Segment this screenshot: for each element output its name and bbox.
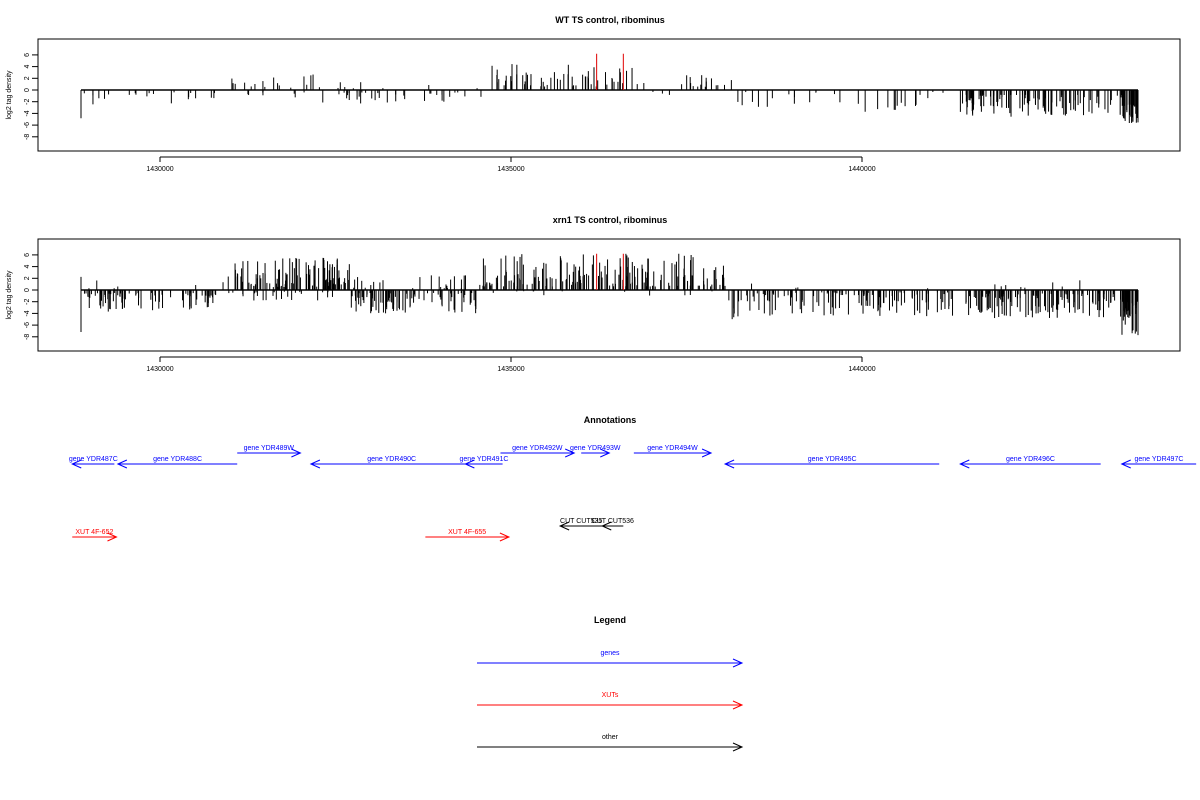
feature-label: XUT 4F-652 <box>75 529 113 536</box>
other-arrow: CUT CUT536 <box>592 518 634 531</box>
x-tick-label: 1430000 <box>146 166 173 173</box>
y-tick-label: 0 <box>24 288 31 292</box>
y-tick-label: 4 <box>24 65 31 69</box>
y-tick-label: -2 <box>24 98 31 104</box>
y-axis-label: log2 tag density <box>6 270 13 320</box>
gene-arrow: gene YDR488C <box>116 456 238 469</box>
x-tick-label: 1435000 <box>497 166 524 173</box>
legend-label: XUTs <box>602 692 619 699</box>
gene-arrow: gene YDR496C <box>959 456 1101 469</box>
y-tick-label: -6 <box>24 322 31 328</box>
gene-arrow: gene YDR489W <box>237 445 302 458</box>
y-axis-label: log2 tag density <box>6 70 13 120</box>
gene-arrow: gene YDR491C <box>460 456 509 469</box>
feature-label: gene YDR496C <box>1006 456 1055 463</box>
gene-arrow: gene YDR493W <box>570 445 621 458</box>
legend: Legend genes XUTs other <box>477 615 744 752</box>
annotations-track: Annotations gene YDR487C gene YDR488C gene… <box>69 415 1197 542</box>
y-tick-label: 6 <box>24 53 31 57</box>
legend-item-other: other <box>477 734 744 752</box>
legend-label: genes <box>600 650 620 657</box>
feature-label: gene YDR495C <box>808 456 857 463</box>
legend-item-xuts: XUTs <box>477 692 744 710</box>
panel-title: xrn1 TS control, ribominus <box>553 215 668 225</box>
legend-item-genes: genes <box>477 650 744 668</box>
y-tick-label: 6 <box>24 253 31 257</box>
x-tick-label: 1430000 <box>146 366 173 373</box>
arrow-head <box>723 459 735 469</box>
y-tick-label: -8 <box>24 134 31 140</box>
feature-label: CUT CUT536 <box>592 518 634 525</box>
arrow-head <box>107 532 118 542</box>
feature-label: XUT 4F-655 <box>448 529 486 536</box>
arrow-head <box>601 521 612 531</box>
arrow-head <box>564 448 576 458</box>
arrow-head <box>732 658 744 668</box>
arrow-head <box>309 459 321 469</box>
feature-label: gene YDR494W <box>647 445 698 452</box>
feature-label: gene YDR492W <box>512 445 563 452</box>
arrow-head <box>959 459 970 469</box>
feature-label: gene YDR493W <box>570 445 621 452</box>
arrow-head <box>71 459 82 469</box>
x-tick-label: 1440000 <box>848 366 875 373</box>
y-tick-label: -8 <box>24 334 31 340</box>
gene-arrow: gene YDR494W <box>633 445 713 458</box>
arrow-head <box>1120 459 1131 469</box>
arrow-head <box>732 700 744 710</box>
arrow-head <box>464 459 475 469</box>
feature-label: gene YDR488C <box>153 456 202 463</box>
gene-arrow: gene YDR487C <box>69 456 118 469</box>
y-tick-label: 2 <box>24 76 31 80</box>
y-tick-label: 0 <box>24 88 31 92</box>
y-tick-label: 2 <box>24 276 31 280</box>
gene-arrow: gene YDR492W <box>500 445 576 458</box>
arrow-head <box>701 448 713 458</box>
arrow-head <box>291 448 302 458</box>
y-tick-label: -2 <box>24 298 31 304</box>
feature-label: gene YDR490C <box>367 456 416 463</box>
arrow-head <box>558 521 570 531</box>
xut-arrow: XUT 4F-655 <box>425 529 511 542</box>
arrow-head <box>732 742 744 752</box>
x-tick-label: 1440000 <box>848 166 875 173</box>
panel-title: WT TS control, ribominus <box>555 15 665 25</box>
x-tick-label: 1435000 <box>497 366 524 373</box>
feature-label: gene YDR489W <box>244 445 295 452</box>
y-tick-label: -6 <box>24 122 31 128</box>
other-arrow: CUT CUT535 <box>558 518 602 531</box>
arrow-head <box>600 448 611 458</box>
arrow-head <box>116 459 128 469</box>
legend-label: other <box>602 734 619 741</box>
y-tick-label: -4 <box>24 310 31 316</box>
plot-frame <box>37 238 1181 352</box>
xut-arrow: XUT 4F-652 <box>72 529 118 542</box>
feature-label: CUT CUT535 <box>560 518 602 525</box>
annotations-title: Annotations <box>584 415 637 425</box>
gene-arrow: gene YDR495C <box>723 456 940 469</box>
plot-frame <box>37 38 1181 152</box>
gene-arrow: gene YDR490C <box>309 456 473 469</box>
legend-title: Legend <box>594 615 626 625</box>
feature-label: gene YDR497C <box>1134 456 1183 463</box>
feature-label: gene YDR491C <box>460 456 509 463</box>
xrn1-signal-panel: xrn1 TS control, ribominus log2 tag dens… <box>6 215 1181 373</box>
feature-label: gene YDR487C <box>69 456 118 463</box>
y-tick-label: 4 <box>24 265 31 269</box>
gene-arrow: gene YDR497C <box>1120 456 1197 469</box>
y-tick-label: -4 <box>24 110 31 116</box>
wt-signal-panel: WT TS control, ribominus log2 tag densit… <box>6 15 1181 173</box>
arrow-head <box>499 532 511 542</box>
